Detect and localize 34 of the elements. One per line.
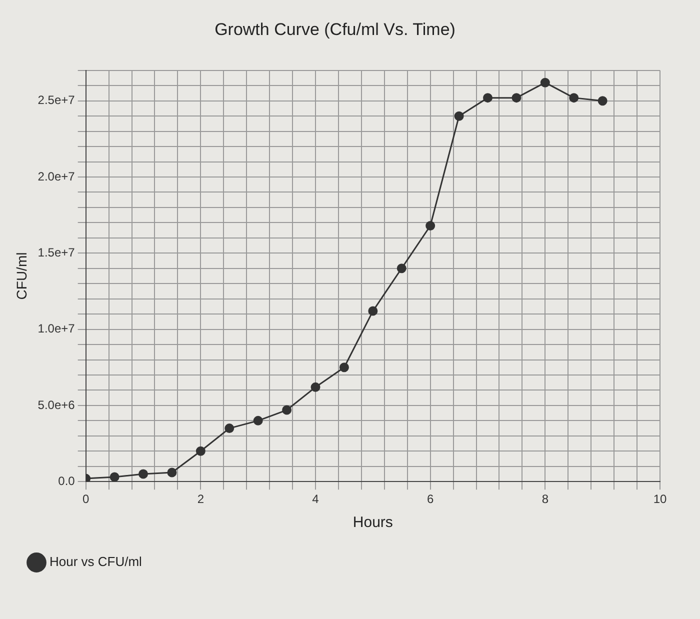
point [598,96,608,106]
y-tick-label: 5.0e+6 [38,398,76,412]
chart-title: Growth Curve (Cfu/ml Vs. Time) [214,20,456,39]
y-tick-label: 2.0e+7 [38,169,76,184]
point [483,93,492,103]
x-tick-label: 4 [312,492,320,506]
point [196,446,206,456]
point [224,424,234,434]
x-tick-label: 10 [653,492,667,506]
point [253,416,263,426]
y-tick-label: 2.5e+7 [38,93,76,108]
x-axis-title: Hours [352,514,393,532]
point [339,362,349,372]
x-tick-label: 2 [197,492,204,506]
point [454,111,464,121]
point [368,306,378,316]
point [426,220,436,230]
x-tick-label: 6 [426,492,434,506]
point [167,468,177,478]
point [540,78,550,88]
point [138,469,148,479]
y-tick-label: 1.0e+7 [38,322,76,336]
legend-label: Hour vs CFU/ml [50,554,142,570]
point [282,405,292,415]
y-axis-title: CFU/ml [13,252,30,300]
point [569,93,579,103]
x-tick-label: 8 [542,492,549,506]
point [110,472,120,482]
point [310,382,320,392]
x-tick-label: 0 [82,492,90,506]
y-tick-label: 0.0 [58,474,76,488]
point [396,264,406,274]
point [512,93,522,103]
y-tick-label: 1.5e+7 [38,245,76,260]
